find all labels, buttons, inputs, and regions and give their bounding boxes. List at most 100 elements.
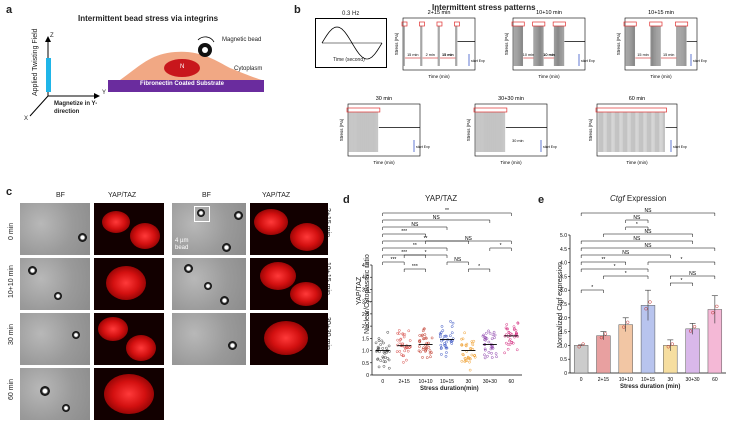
stress-plot-ylabel: Stress (Pa) <box>466 118 471 141</box>
d-point <box>382 350 386 354</box>
d-point <box>493 333 497 337</box>
e-replicate-point <box>622 325 626 329</box>
rest-duration-note: 10 min <box>523 53 534 57</box>
d-point <box>439 343 443 347</box>
d-point <box>460 337 463 341</box>
sine-xlabel: Time (second) <box>333 57 365 63</box>
d-xtick-label: 30+30 <box>483 379 497 385</box>
d-point <box>444 345 448 349</box>
d-sig-label: NS <box>465 236 473 242</box>
d-xtick-label: 10+10 <box>419 379 433 385</box>
e-bar-30+30 <box>685 328 700 374</box>
micrograph-yap-r1 <box>250 258 328 310</box>
d-point <box>464 359 467 363</box>
burst-marker <box>595 107 667 113</box>
d-point <box>486 354 489 358</box>
d-point <box>401 332 405 336</box>
d-group-0 <box>374 330 391 370</box>
d-point <box>418 334 422 337</box>
e-replicate-point <box>692 324 697 329</box>
d-point <box>466 355 470 359</box>
d-point <box>490 346 494 350</box>
micrograph-bf-2 <box>20 313 90 365</box>
d-ytick-label: 3.5 <box>362 287 369 293</box>
d-point <box>377 365 381 369</box>
d-xtick-label: 2+15 <box>399 379 410 385</box>
e-bar-10+10 <box>618 324 633 374</box>
d-sig-label: ** <box>413 243 417 249</box>
rest-duration-note: 15 min <box>407 53 418 57</box>
stress-plot-ylabel: Stress (Pa) <box>339 118 344 141</box>
d-point <box>444 340 448 344</box>
d-sig-label: ** <box>424 236 428 242</box>
d-ytick-label: 2.0 <box>362 324 369 330</box>
d-point <box>396 331 399 335</box>
stress-plot-xlabel: Time (min) <box>626 160 648 165</box>
d-group-10+10 <box>417 327 434 359</box>
axis-y-label: Y <box>102 90 107 96</box>
d-point <box>418 345 421 348</box>
e-sig-bracket <box>625 219 649 223</box>
d-sig-bracket <box>403 254 448 258</box>
d-xtick-label: 30 <box>466 379 472 385</box>
stress-plot-xlabel: Time (min) <box>500 160 522 165</box>
stress-plots: 2+15 min Time (min) Stress (Pa) start Exp 15… <box>339 10 707 165</box>
d-point <box>515 332 519 335</box>
d-point <box>506 327 510 331</box>
bead-note: 4 µm bead <box>175 238 189 251</box>
e-bar-2+15 <box>596 335 611 374</box>
d-point <box>441 329 445 332</box>
d-sig-bracket <box>489 247 512 251</box>
stress-plot-4: 30+30 min Time (min) Stress (Pa) start Exp 3… <box>466 96 557 165</box>
d-point <box>484 348 487 352</box>
e-sig-label: NS <box>633 215 641 221</box>
e-sig-label: * <box>591 285 593 291</box>
d-point <box>402 354 406 358</box>
e-sig-label: * <box>680 278 682 284</box>
d-point <box>430 351 433 354</box>
rest-duration-note: 10 min <box>543 53 554 57</box>
e-sig-bracket <box>580 247 716 251</box>
d-point <box>460 343 464 347</box>
d-sig-label: * <box>425 250 427 256</box>
d-point <box>442 335 446 338</box>
d-point <box>487 340 491 344</box>
e-ytick-label: 5.0 <box>560 233 567 239</box>
d-point <box>403 349 407 353</box>
d-point <box>399 338 402 342</box>
d-sig-bracket <box>468 268 491 272</box>
d-point <box>423 343 427 347</box>
d-ytick-label: 4.0 <box>362 275 369 281</box>
e-sig-bracket <box>580 254 671 258</box>
micrograph-bf-r0 <box>172 203 246 255</box>
e-sig-label: ** <box>601 257 605 263</box>
burst-marker <box>532 21 546 27</box>
stress-plot-ylabel: Stress (Pa) <box>616 32 621 55</box>
axis-z-label: Z <box>50 33 54 39</box>
e-replicate-point <box>599 335 604 340</box>
d-ytick-label: 0.5 <box>362 361 369 367</box>
d-point <box>449 334 452 338</box>
e-ytick-label: 1.5 <box>560 330 567 336</box>
d-point <box>424 346 428 350</box>
d-xtick-label: 10+15 <box>440 379 454 385</box>
d-point <box>422 327 426 331</box>
d-point <box>488 331 492 335</box>
e-replicate-point <box>581 342 585 346</box>
d-point <box>425 356 429 359</box>
burst-marker <box>623 21 637 27</box>
d-point <box>494 352 498 355</box>
stress-plot-title: 60 min <box>629 96 646 102</box>
d-point <box>379 359 383 363</box>
d-point <box>398 350 402 353</box>
nucleus <box>164 59 200 77</box>
e-sig-label: * <box>636 222 638 228</box>
e-xtick-label: 60 <box>712 377 718 383</box>
d-point <box>406 349 410 353</box>
stress-plot-xlabel: Time (min) <box>650 74 672 79</box>
d-ytick-label: 1.5 <box>362 336 369 342</box>
e-sig-label: * <box>680 257 682 263</box>
d-point <box>504 341 508 345</box>
e-ytick-label: 0.5 <box>560 357 567 363</box>
d-point <box>483 347 487 351</box>
